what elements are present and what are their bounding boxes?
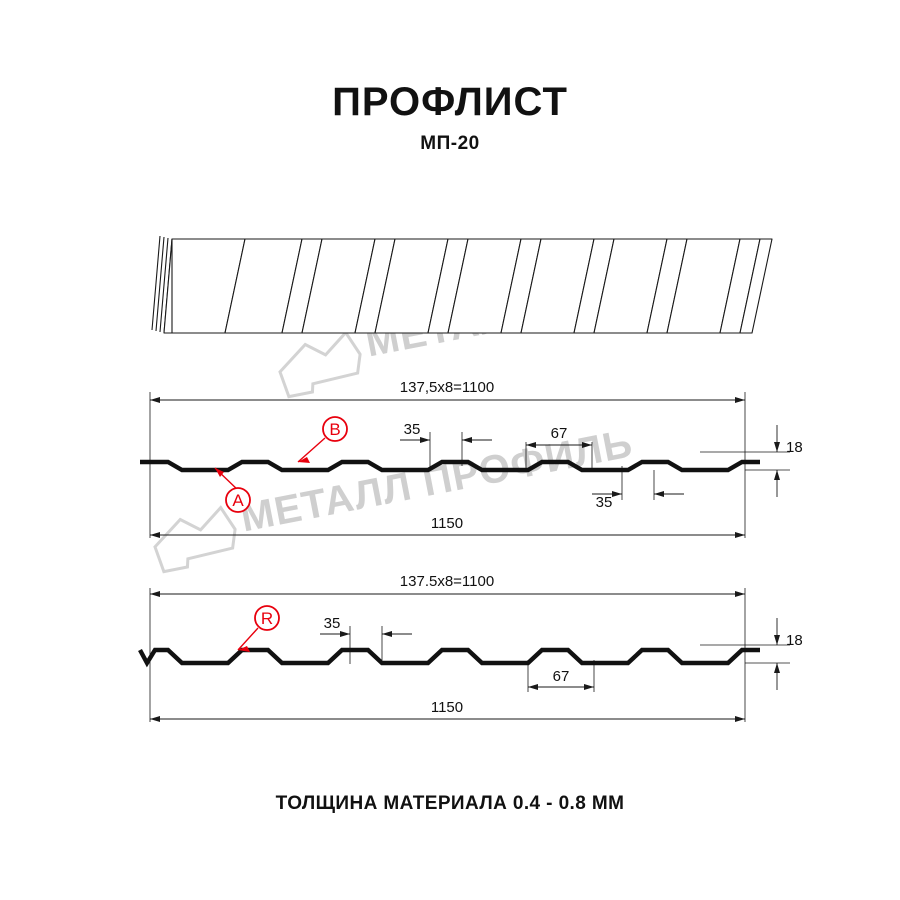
dim-overall-bottom-label: 1150 xyxy=(431,515,463,532)
marker-B-label: B xyxy=(329,420,340,439)
dim-35-bottom-view xyxy=(320,631,412,637)
dim-overall-bottom xyxy=(150,716,745,722)
dim-18-bottom-view xyxy=(774,618,780,690)
marker-R: R xyxy=(237,605,280,652)
profile-section-top xyxy=(140,459,760,473)
marker-A-label: A xyxy=(232,491,244,510)
extension-lines xyxy=(149,588,790,722)
dim-overall-top xyxy=(150,397,745,403)
dim-67-top xyxy=(526,442,592,448)
dim-overall-top-label: 137.5x8=1100 xyxy=(400,573,494,590)
marker-R-label: R xyxy=(261,609,273,628)
dim-35-bottom-view-label: 35 xyxy=(324,615,341,632)
dim-18-top xyxy=(774,425,780,497)
dim-overall-bottom-label: 1150 xyxy=(431,699,463,716)
watermark-logo-icon xyxy=(278,330,362,399)
dim-overall-top-label: 137,5x8=1100 xyxy=(400,379,494,396)
marker-B: B xyxy=(297,416,348,463)
dim-35-bottom-label: 35 xyxy=(596,494,613,511)
dim-35-top-label: 35 xyxy=(404,421,421,438)
dim-35-top xyxy=(400,437,492,443)
dim-35-bottom xyxy=(592,491,684,497)
dim-67-bottom-view-label: 67 xyxy=(553,668,570,685)
dim-18-top-label: 18 xyxy=(786,439,803,456)
dim-overall-bottom xyxy=(150,532,745,538)
dim-67-top-label: 67 xyxy=(551,425,568,442)
profile-section-bottom xyxy=(138,647,760,668)
material-thickness-note: ТОЛЩИНА МАТЕРИАЛА 0.4 - 0.8 ММ xyxy=(275,793,625,814)
dim-18-bottom-view-label: 18 xyxy=(786,632,803,649)
dim-overall-top xyxy=(150,591,745,597)
watermark-logo-icon xyxy=(153,505,237,574)
page-title: ПРОФЛИСТ xyxy=(332,80,568,124)
isometric-sheet xyxy=(151,235,773,334)
marker-A: A xyxy=(214,467,251,513)
dim-67-bottom-view xyxy=(528,684,594,690)
page-subtitle: МП-20 xyxy=(420,133,480,154)
